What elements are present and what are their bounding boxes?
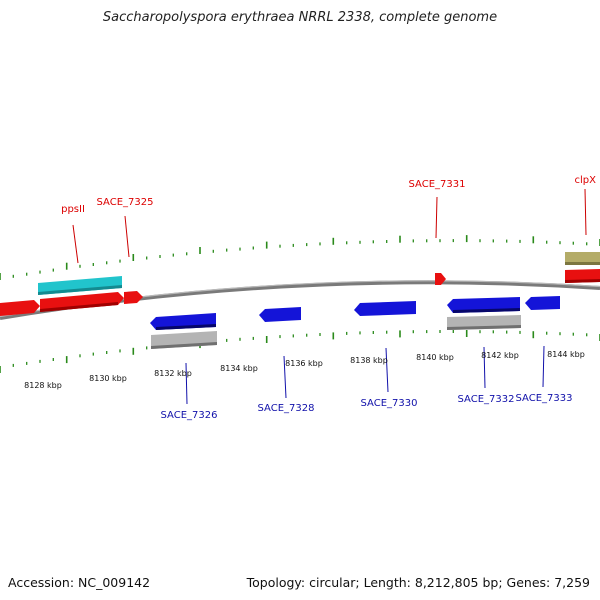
accession-text: Accession: NC_009142 (8, 575, 151, 590)
gene-feature-forward[interactable] (0, 300, 40, 316)
forward-strand-features (0, 252, 600, 316)
outer-tick-ring (0, 235, 600, 280)
gene-feature-SACE_7328[interactable] (259, 307, 301, 322)
kbp-label: 8138 kbp (350, 356, 388, 365)
forward-label-leaders (72, 188, 587, 264)
gene-feature-SACE_7333[interactable] (525, 296, 560, 310)
gene-label-SACE_7333[interactable]: SACE_7333 (516, 393, 573, 404)
kbp-scale-labels: 8128 kbp 8130 kbp 8132 kbp 8134 kbp 8136… (24, 350, 585, 390)
gene-label-clpX[interactable]: clpX (575, 175, 597, 186)
reverse-strand-features (150, 296, 560, 349)
kbp-label: 8130 kbp (89, 374, 127, 383)
reverse-gene-labels: SACE_7326 SACE_7328 SACE_7330 SACE_7332 … (161, 393, 573, 421)
gene-feature-SACE_7331[interactable] (435, 273, 446, 285)
gene-label-SACE_7325[interactable]: SACE_7325 (97, 197, 154, 208)
kbp-label: 8140 kbp (416, 353, 454, 362)
reverse-label-leaders (185, 345, 545, 405)
forward-gene-labels: ppsII SACE_7325 SACE_7331 clpX (61, 175, 596, 215)
gene-label-SACE_7326[interactable]: SACE_7326 (161, 410, 218, 421)
gene-label-ppsII[interactable]: ppsII (61, 204, 85, 215)
gene-label-SACE_7330[interactable]: SACE_7330 (361, 398, 418, 409)
kbp-label: 8136 kbp (285, 359, 323, 368)
gene-label-SACE_7328[interactable]: SACE_7328 (258, 403, 315, 414)
kbp-label: 8144 kbp (547, 350, 585, 359)
kbp-label: 8132 kbp (154, 369, 192, 378)
gene-feature-other[interactable] (565, 252, 600, 265)
gene-feature-SACE_7330[interactable] (354, 301, 416, 316)
gene-feature-SACE_7325[interactable] (124, 291, 143, 304)
kbp-label: 8128 kbp (24, 381, 62, 390)
map-title: Saccharopolyspora erythraea NRRL 2338, c… (102, 10, 498, 25)
gene-feature-ppsII[interactable] (40, 292, 124, 312)
gene-label-SACE_7332[interactable]: SACE_7332 (458, 394, 515, 405)
genome-summary-text: Topology: circular; Length: 8,212,805 bp… (246, 575, 590, 590)
kbp-label: 8142 kbp (481, 351, 519, 360)
kbp-label: 8134 kbp (220, 364, 258, 373)
gene-label-SACE_7331[interactable]: SACE_7331 (409, 179, 466, 190)
